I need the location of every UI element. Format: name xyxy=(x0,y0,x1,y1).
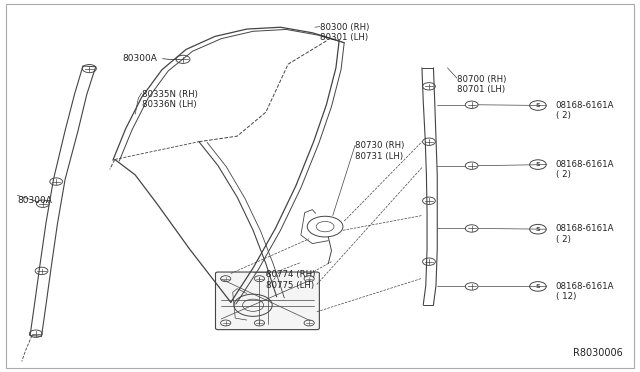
Text: 08168-6161A
( 2): 08168-6161A ( 2) xyxy=(556,224,614,244)
Text: S: S xyxy=(536,227,540,232)
Text: 80300A: 80300A xyxy=(17,196,52,205)
Circle shape xyxy=(530,101,546,110)
Text: 08168-6161A
( 12): 08168-6161A ( 12) xyxy=(556,282,614,301)
Circle shape xyxy=(530,160,546,169)
Text: 80300 (RH)
80301 (LH): 80300 (RH) 80301 (LH) xyxy=(320,23,369,42)
Text: 80300A: 80300A xyxy=(123,54,157,63)
FancyBboxPatch shape xyxy=(216,272,319,330)
Circle shape xyxy=(530,282,546,291)
Text: S: S xyxy=(536,103,540,108)
FancyBboxPatch shape xyxy=(272,297,282,304)
FancyBboxPatch shape xyxy=(256,288,280,299)
Circle shape xyxy=(530,224,546,234)
Text: S: S xyxy=(536,162,540,167)
Text: R8030006: R8030006 xyxy=(573,348,623,358)
Text: 08168-6161A
( 2): 08168-6161A ( 2) xyxy=(556,100,614,120)
Text: 08168-6161A
( 2): 08168-6161A ( 2) xyxy=(556,160,614,179)
Text: S: S xyxy=(536,284,540,289)
Text: 80730 (RH)
80731 (LH): 80730 (RH) 80731 (LH) xyxy=(355,141,404,161)
Text: 80700 (RH)
80701 (LH): 80700 (RH) 80701 (LH) xyxy=(457,75,506,94)
Text: 80774 (RH)
80775 (LH): 80774 (RH) 80775 (LH) xyxy=(266,270,316,290)
Text: 80335N (RH)
80336N (LH): 80335N (RH) 80336N (LH) xyxy=(141,90,198,109)
